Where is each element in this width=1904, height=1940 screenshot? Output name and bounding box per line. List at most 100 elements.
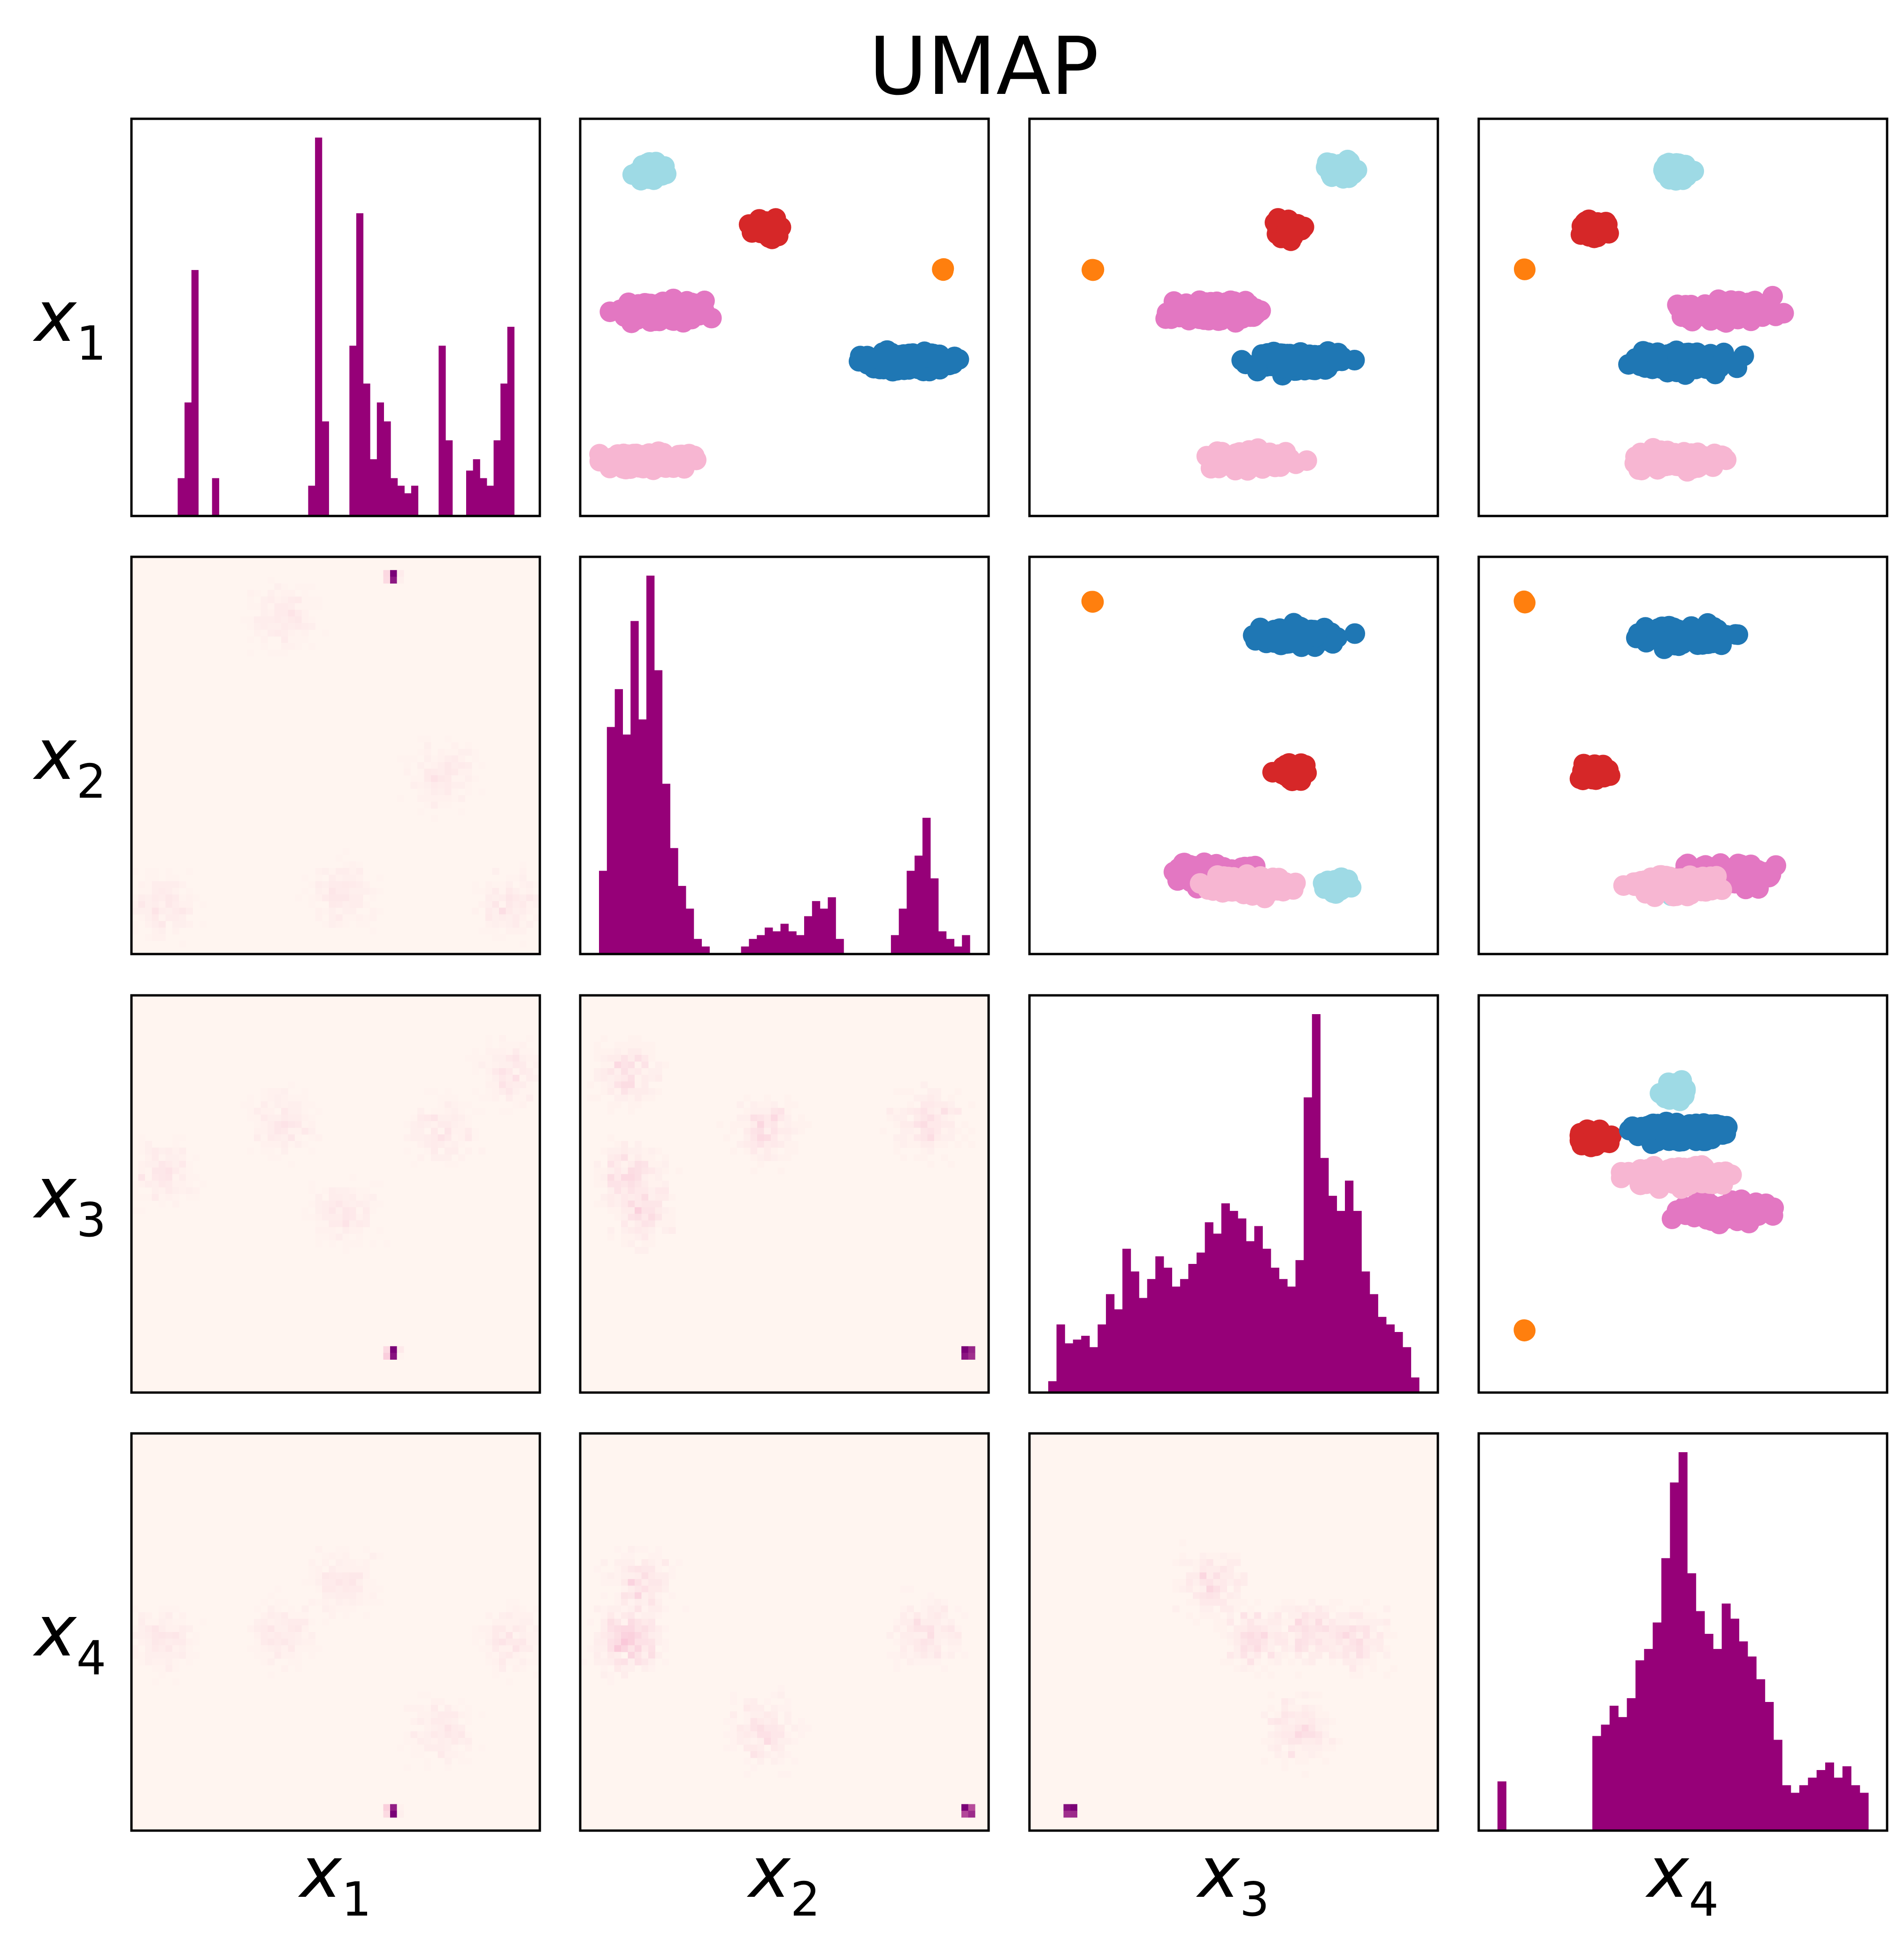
heat-cell — [431, 801, 438, 809]
heat-cell — [336, 1207, 343, 1214]
heat-cell — [369, 927, 377, 935]
heat-cell — [288, 1134, 295, 1141]
heat-cell — [607, 1154, 614, 1161]
heat-cell — [172, 1187, 179, 1194]
heat-cell — [417, 748, 424, 756]
heat-cell — [641, 1154, 649, 1161]
heat-cell — [274, 1134, 282, 1141]
heat-cell — [390, 577, 397, 584]
heat-cell — [186, 1167, 193, 1175]
heat-cell — [641, 1207, 649, 1214]
heat-cell — [485, 927, 492, 935]
heat-cell — [737, 1101, 744, 1109]
heat-cell — [635, 1048, 642, 1055]
heat-cell — [200, 921, 207, 928]
heat-cell — [390, 1353, 397, 1360]
scatter-point — [1595, 1127, 1616, 1148]
heat-cell — [607, 1207, 614, 1214]
scatter-point — [1638, 453, 1659, 474]
heat-cell — [519, 894, 527, 901]
heat-cell — [492, 881, 499, 888]
hist-bar — [1229, 1211, 1238, 1393]
heat-cell — [295, 1121, 302, 1128]
heat-cell — [533, 908, 540, 915]
heat-cell — [349, 908, 356, 915]
hist-bar — [1213, 1233, 1222, 1393]
heat-cell — [308, 1101, 315, 1109]
heat-cell — [621, 1194, 628, 1201]
heat-cell — [336, 1220, 343, 1227]
heat-cell — [410, 755, 418, 762]
heat-cell — [607, 1167, 614, 1175]
heat-cell — [628, 1088, 635, 1095]
heat-cell — [315, 868, 322, 875]
heat-cell — [519, 1041, 527, 1049]
hist-bar — [315, 138, 322, 516]
heat-cell — [451, 788, 459, 796]
hist-bar — [1312, 1014, 1321, 1393]
heat-cell — [145, 868, 152, 875]
heat-cell — [315, 894, 322, 901]
heat-cell — [417, 788, 424, 796]
heat-cell — [635, 1081, 642, 1088]
heat-cell — [648, 1240, 655, 1247]
heat-cell — [921, 1121, 928, 1128]
heat-cell — [451, 1141, 459, 1148]
heat-cell — [764, 1147, 771, 1155]
heat-cell — [342, 1220, 350, 1227]
heat-cell — [676, 1167, 683, 1175]
heat-cell — [641, 1233, 649, 1241]
heat-cell — [336, 921, 343, 928]
heat-cell — [295, 583, 302, 590]
heat-cell — [179, 1187, 186, 1194]
heat-cell — [152, 868, 159, 875]
heat-cell — [274, 616, 282, 624]
heat-cell — [641, 1180, 649, 1188]
heat-cell — [662, 1187, 669, 1194]
heat-cell — [336, 908, 343, 915]
hist-bar — [308, 485, 315, 516]
heat-cell — [288, 596, 295, 604]
heat-cell — [526, 921, 533, 928]
heat-cell — [968, 1128, 975, 1135]
cluster-cyan — [1313, 867, 1362, 904]
heat-cell — [519, 1062, 527, 1069]
heat-cell — [308, 1128, 315, 1135]
heat-cell — [261, 603, 268, 610]
heat-cell — [648, 1187, 655, 1194]
heat-cell — [295, 630, 302, 637]
heat-cell — [757, 1154, 764, 1161]
heat-cell — [445, 1128, 452, 1135]
cluster-blue — [848, 340, 969, 382]
scatter-point — [1330, 160, 1351, 181]
heat-cell — [431, 1141, 438, 1148]
heat-cell — [172, 901, 179, 908]
heat-cell — [145, 1161, 152, 1168]
hist-bar — [1411, 1377, 1420, 1393]
heat-cell — [744, 1134, 751, 1141]
cluster-orange — [1082, 259, 1105, 281]
heat-cell — [526, 1088, 533, 1095]
heat-cell — [499, 1035, 506, 1042]
heat-cell — [628, 1154, 635, 1161]
heat-cell — [295, 1108, 302, 1115]
heat-cell — [363, 1194, 370, 1201]
heat-cell — [744, 1114, 751, 1122]
heat-cell — [274, 649, 282, 656]
heat-cell — [635, 1207, 642, 1214]
heat-cell — [506, 921, 513, 928]
heat-cell — [363, 1214, 370, 1221]
heat-cell — [600, 1075, 608, 1082]
heat-cell — [621, 1147, 628, 1155]
heat-cell — [757, 1121, 764, 1128]
heat-cell — [635, 1180, 642, 1188]
heat-cell — [410, 1114, 418, 1122]
heat-cell — [451, 1147, 459, 1155]
cluster-cyan — [1316, 149, 1367, 189]
heat-cell — [336, 1233, 343, 1241]
heat-cell — [600, 1068, 608, 1075]
heat-cell — [519, 901, 527, 908]
heat-cell — [716, 1121, 723, 1128]
heat-cell — [655, 1180, 662, 1188]
heat-cell — [492, 1062, 499, 1069]
